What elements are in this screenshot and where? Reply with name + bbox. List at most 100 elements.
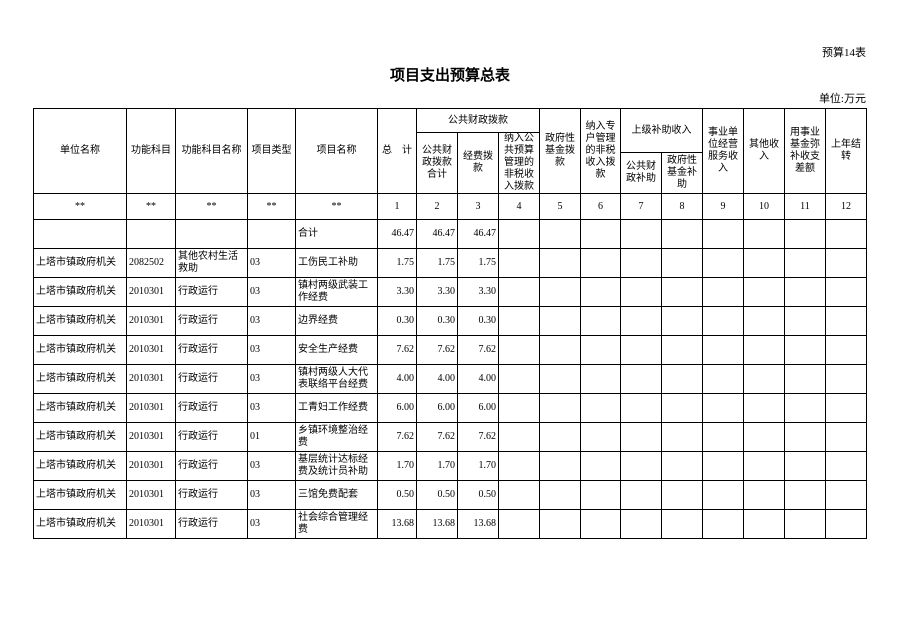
cell-empty: [661, 306, 703, 336]
cell-empty: [825, 335, 867, 365]
header-pf-expense: 经费拨款: [457, 132, 499, 194]
cell-pf-expense: 7.62: [457, 335, 499, 365]
cell-func: 行政运行: [175, 306, 248, 336]
index-cell: **: [126, 193, 176, 220]
cell-code: 2010301: [126, 306, 176, 336]
header-total: 总 计: [377, 108, 417, 194]
cell-code: 2082502: [126, 248, 176, 278]
cell-name: 工青妇工作经费: [295, 393, 378, 423]
cell-empty: [539, 480, 581, 510]
cell-empty: [539, 422, 581, 452]
cell-func: 行政运行: [175, 277, 248, 307]
index-cell: 5: [539, 193, 581, 220]
cell-unit: 上塔市镇政府机关: [33, 306, 127, 336]
cell-empty: [498, 364, 540, 394]
cell-pf-expense: 3.30: [457, 277, 499, 307]
cell-empty: [702, 248, 744, 278]
cell-empty: [661, 422, 703, 452]
cell-empty: [498, 509, 540, 539]
cell-func: 其他农村生活救助: [175, 248, 248, 278]
cell-unit: 上塔市镇政府机关: [33, 422, 127, 452]
cell-pf-total: 7.62: [416, 335, 458, 365]
cell-empty: [620, 335, 662, 365]
cell-empty: [825, 364, 867, 394]
cell-empty: [825, 509, 867, 539]
index-cell: 3: [457, 193, 499, 220]
cell-empty: [743, 422, 785, 452]
cell-type: 01: [247, 422, 296, 452]
cell-empty: [784, 451, 826, 481]
index-cell: 6: [580, 193, 621, 220]
cell-pf-total: 3.30: [416, 277, 458, 307]
cell-empty: [743, 480, 785, 510]
table-row: 上塔市镇政府机关 2010301 行政运行 03 边界经费 0.30 0.30 0.30: [33, 306, 867, 336]
cell-empty: [539, 277, 581, 307]
cell-empty: [743, 364, 785, 394]
cell-name: 镇村两级武装工作经费: [295, 277, 378, 307]
cell-name: 工伤民工补助: [295, 248, 378, 278]
cell-pf-total: 0.30: [416, 306, 458, 336]
cell-type: 03: [247, 248, 296, 278]
total-label: 合计: [295, 219, 378, 249]
cell-pf-expense: 1.70: [457, 451, 499, 481]
cell-empty: [825, 422, 867, 452]
cell-total: 3.30: [377, 277, 417, 307]
header-business: 事业单位经营服务收入: [702, 108, 744, 194]
index-cell: 10: [743, 193, 785, 220]
cell-empty: [620, 509, 662, 539]
cell-pf-expense: 13.68: [457, 509, 499, 539]
cell-empty: [539, 509, 581, 539]
cell-code: 2010301: [126, 335, 176, 365]
cell-unit: 上塔市镇政府机关: [33, 509, 127, 539]
cell-empty: [702, 480, 744, 510]
index-cell: 2: [416, 193, 458, 220]
cell-empty: [498, 422, 540, 452]
cell-empty: [661, 277, 703, 307]
cell-name: 镇村两级人大代表联络平台经费: [295, 364, 378, 394]
cell-empty: [825, 306, 867, 336]
index-cell: **: [33, 193, 127, 220]
cell-name: 乡镇环境整治经费: [295, 422, 378, 452]
cell-empty: [743, 393, 785, 423]
cell-func: 行政运行: [175, 451, 248, 481]
cell-empty: [620, 364, 662, 394]
table-row: 上塔市镇政府机关 2010301 行政运行 01 乡镇环境整治经费 7.62 7.62 7.6…: [33, 422, 867, 452]
header-pf-total: 公共财政拨款合计: [416, 132, 458, 194]
cell-type: 03: [247, 393, 296, 423]
cell-empty: [743, 248, 785, 278]
header-sup-public: 公共财政补助: [620, 152, 662, 194]
cell-empty: [702, 364, 744, 394]
table-row: 上塔市镇政府机关 2010301 行政运行 03 社会综合管理经费 13.68 13.68 1…: [33, 509, 867, 539]
cell-pf-total: 6.00: [416, 393, 458, 423]
cell-empty: [498, 277, 540, 307]
cell-empty: [539, 248, 581, 278]
cell-type: 03: [247, 480, 296, 510]
cell-empty: [784, 335, 826, 365]
cell-pf-total: 1.75: [416, 248, 458, 278]
index-cell: 8: [661, 193, 703, 220]
cell-empty: [661, 451, 703, 481]
cell-total: 0.30: [377, 306, 417, 336]
index-cell: **: [295, 193, 378, 220]
cell-empty: [702, 393, 744, 423]
cell-empty: [661, 335, 703, 365]
cell-empty: [743, 277, 785, 307]
header-pf-nontax: 纳入公共预算管理的非税收入拨款: [498, 132, 540, 194]
index-cell: **: [247, 193, 296, 220]
cell-type: 03: [247, 277, 296, 307]
cell-empty: [580, 335, 621, 365]
index-cell: 11: [784, 193, 826, 220]
cell-empty: [580, 277, 621, 307]
header-carryover: 上年结转: [825, 108, 867, 194]
cell-func: 行政运行: [175, 422, 248, 452]
cell-total: 4.00: [377, 364, 417, 394]
cell-empty: [702, 451, 744, 481]
table-row: 上塔市镇政府机关 2010301 行政运行 03 安全生产经费 7.62 7.62 7.62: [33, 335, 867, 365]
cell-total: 7.62: [377, 422, 417, 452]
table-row: 上塔市镇政府机关 2082502 其他农村生活救助 03 工伤民工补助 1.75 1.75 1…: [33, 248, 867, 278]
unit-label: 单位:万元: [818, 93, 866, 105]
cell-empty: [661, 509, 703, 539]
cell-empty: [620, 306, 662, 336]
cell-empty: [661, 248, 703, 278]
cell-name: 边界经费: [295, 306, 378, 336]
